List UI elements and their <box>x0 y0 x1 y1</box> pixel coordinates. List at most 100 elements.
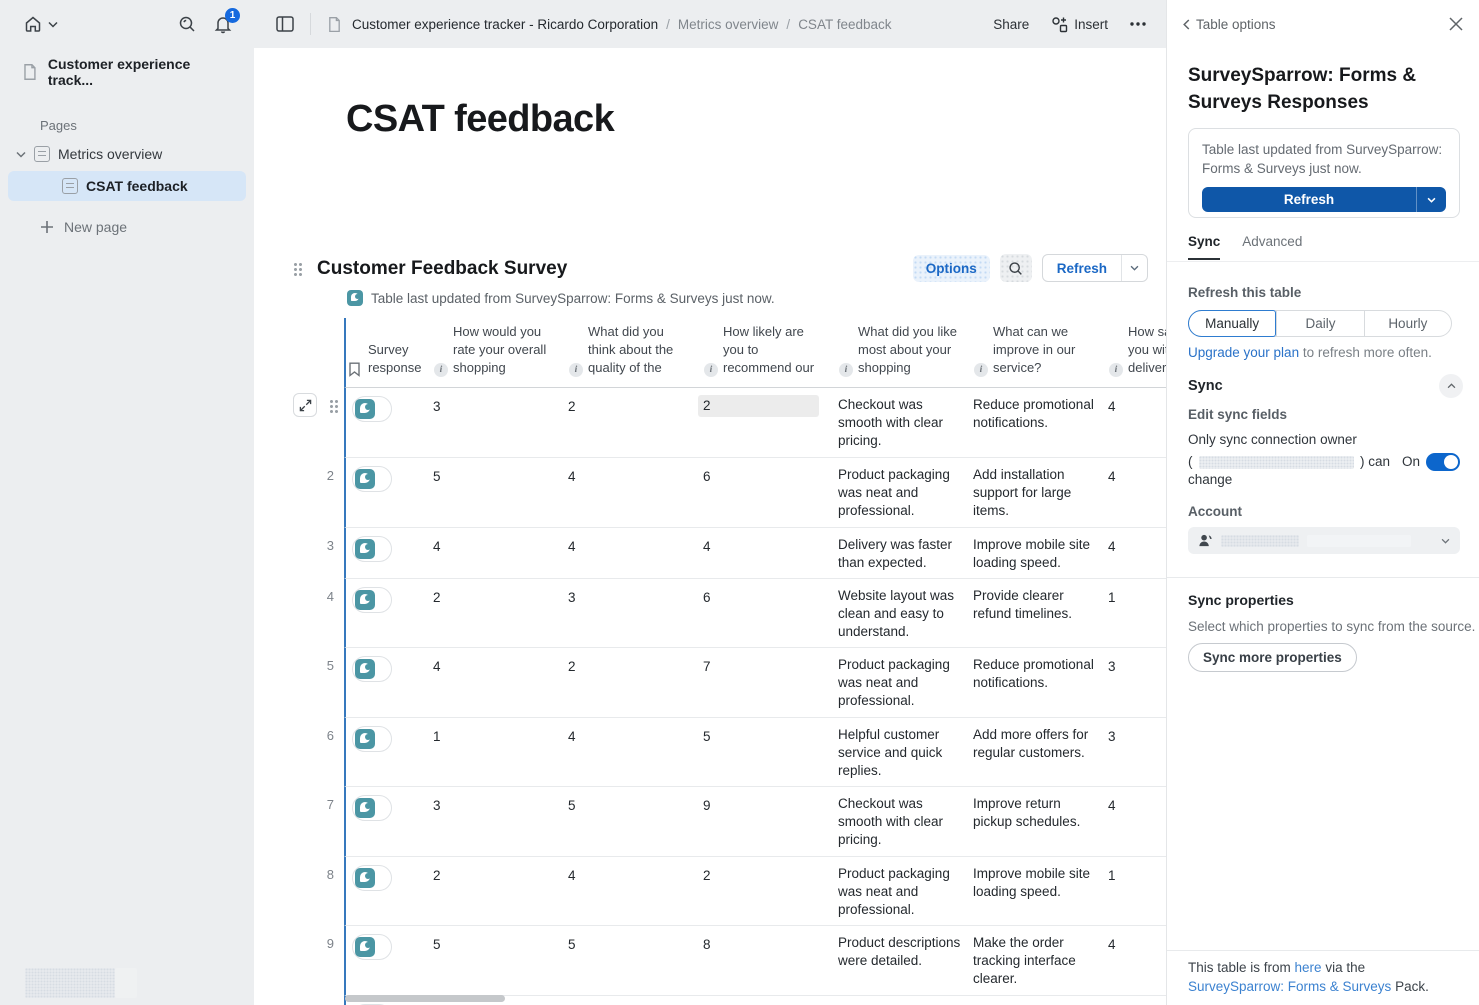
table-cell[interactable]: Add more offers for regular customers. <box>973 727 1089 760</box>
table-cell[interactable]: Website layout was clean and easy to und… <box>838 588 955 639</box>
survey-response-chip[interactable] <box>352 795 392 821</box>
collapse-sync-button[interactable] <box>1439 374 1463 398</box>
sidebar-item-metrics-overview[interactable]: Metrics overview <box>0 139 254 169</box>
owner-only-toggle[interactable] <box>1426 453 1460 471</box>
table-cell[interactable]: 4 <box>568 729 576 744</box>
row-number[interactable]: 9 <box>326 936 334 951</box>
row-number[interactable]: 2 <box>326 468 334 483</box>
sidebar-item-csat-feedback[interactable]: CSAT feedback <box>8 171 246 201</box>
table-cell[interactable]: 2 <box>703 868 711 883</box>
panel-close-button[interactable] <box>1449 17 1463 31</box>
table-cell[interactable]: Reduce promotional notifications. <box>973 397 1094 430</box>
table-cell[interactable]: Checkout was smooth with clear pricing. <box>838 397 944 448</box>
table-search-button[interactable] <box>999 254 1032 282</box>
tab-advanced[interactable]: Advanced <box>1242 234 1303 249</box>
survey-response-cell[interactable] <box>346 648 432 717</box>
table-cell[interactable]: Add installation support for large items… <box>973 467 1072 518</box>
account-select[interactable] <box>1188 527 1460 554</box>
survey-response-cell[interactable] <box>346 857 432 925</box>
row-number[interactable]: 4 <box>326 589 334 604</box>
panel-back-button[interactable]: Table options <box>1183 17 1276 32</box>
table-cell[interactable]: Make the order tracking interface cleare… <box>973 935 1076 986</box>
table-cell[interactable]: Improve return pickup schedules. <box>973 796 1081 829</box>
table-cell[interactable]: 9 <box>703 798 711 813</box>
table-cell[interactable]: Improve mobile site loading speed. <box>973 866 1091 899</box>
table-cell[interactable]: 4 <box>1108 798 1116 813</box>
table-drag-handle-icon[interactable] <box>293 261 302 277</box>
table-cell[interactable]: 1 <box>1108 868 1116 883</box>
footer-here-link[interactable]: here <box>1294 960 1322 975</box>
row-number[interactable]: 6 <box>326 728 334 743</box>
breadcrumb[interactable]: Customer experience tracker - Ricardo Co… <box>352 17 892 32</box>
footer-pack-link[interactable]: SurveySparrow: Forms & Surveys <box>1188 979 1392 994</box>
more-options-button[interactable] <box>1130 22 1146 26</box>
survey-response-chip[interactable] <box>352 726 392 752</box>
table-cell[interactable]: 6 <box>703 590 711 605</box>
row-number[interactable]: 5 <box>326 658 334 673</box>
survey-response-chip[interactable] <box>352 587 392 613</box>
table-cell[interactable]: 4 <box>568 868 576 883</box>
table-cell[interactable]: Product descriptions were detailed. <box>838 935 961 968</box>
table-cell[interactable]: Helpful customer service and quick repli… <box>838 727 943 778</box>
table-cell[interactable]: 3 <box>1108 659 1116 674</box>
survey-response-chip[interactable] <box>352 536 392 562</box>
table-cell[interactable]: 4 <box>568 469 576 484</box>
column-header[interactable]: i How would you rate your overall shopping <box>432 323 567 387</box>
tab-sync[interactable]: Sync <box>1188 234 1221 260</box>
notifications-button[interactable]: 1 <box>214 7 240 34</box>
survey-response-cell[interactable] <box>346 926 432 995</box>
table-cell[interactable]: 5 <box>433 937 441 952</box>
table-cell[interactable]: 2 <box>433 868 441 883</box>
table-cell[interactable]: 6 <box>703 469 711 484</box>
breadcrumb-item[interactable]: Metrics overview <box>677 16 779 32</box>
survey-response-cell[interactable] <box>346 388 432 457</box>
new-page-button[interactable]: New page <box>0 213 254 241</box>
table-cell[interactable]: 5 <box>703 729 711 744</box>
survey-response-cell[interactable] <box>346 787 432 856</box>
segment-manually[interactable]: Manually <box>1188 310 1277 337</box>
share-button[interactable]: Share <box>993 16 1030 32</box>
table-refresh-button[interactable]: Refresh <box>1041 254 1148 282</box>
row-number[interactable]: 3 <box>326 538 334 553</box>
table-cell[interactable]: Product packaging was neat and professio… <box>838 657 950 708</box>
breadcrumb-item[interactable]: Customer experience tracker - Ricardo Co… <box>352 16 659 32</box>
refresh-dropdown[interactable] <box>1121 255 1147 281</box>
sidebar-toggle-button[interactable] <box>276 16 294 32</box>
table-cell[interactable]: 4 <box>1108 937 1116 952</box>
column-header[interactable]: i What can we improve in our service? <box>972 323 1107 387</box>
row-drag-handle-icon[interactable] <box>329 399 338 414</box>
table-cell[interactable]: 4 <box>1108 469 1116 484</box>
expand-row-button[interactable] <box>293 393 317 417</box>
doc-title-row[interactable]: Customer experience track... <box>0 48 254 96</box>
survey-response-cell[interactable] <box>346 579 432 647</box>
row-number[interactable]: 7 <box>326 797 334 812</box>
table-cell[interactable]: 4 <box>433 539 441 554</box>
table-cell[interactable]: Product packaging was neat and professio… <box>838 467 950 518</box>
column-header[interactable]: i What did you think about the quality of t… <box>567 323 702 387</box>
table-cell[interactable]: 4 <box>1108 399 1116 414</box>
table-cell[interactable]: 7 <box>703 659 711 674</box>
table-cell[interactable]: 1 <box>1108 590 1116 605</box>
search-button[interactable] <box>178 15 196 33</box>
survey-response-chip[interactable] <box>352 396 392 422</box>
table-cell[interactable]: Checkout was smooth with clear pricing. <box>838 796 944 847</box>
table-cell[interactable]: 2 <box>568 659 576 674</box>
table-cell[interactable]: 4 <box>433 659 441 674</box>
table-cell[interactable]: Improve mobile site loading speed. <box>973 537 1091 570</box>
survey-response-chip[interactable] <box>352 656 392 682</box>
column-header[interactable]: i How likely are you to recommend our <box>702 323 837 387</box>
table-cell[interactable]: 8 <box>703 937 711 952</box>
survey-response-chip[interactable] <box>352 466 392 492</box>
refresh-dropdown[interactable] <box>1416 187 1446 212</box>
table-cell[interactable]: 2 <box>698 388 837 457</box>
table-cell[interactable]: Product packaging was neat and professio… <box>838 866 950 917</box>
column-header[interactable]: i What did you like most about your shoppin… <box>837 323 972 387</box>
survey-response-chip[interactable] <box>352 865 392 891</box>
table-cell[interactable]: 1 <box>433 729 441 744</box>
segment-hourly[interactable]: Hourly <box>1363 311 1451 336</box>
upgrade-plan-link[interactable]: Upgrade your plan <box>1188 345 1300 360</box>
table-cell[interactable]: 3 <box>1108 729 1116 744</box>
table-cell[interactable]: Provide clearer refund timelines. <box>973 588 1073 621</box>
table-cell[interactable]: 5 <box>568 798 576 813</box>
segment-daily[interactable]: Daily <box>1276 311 1363 336</box>
